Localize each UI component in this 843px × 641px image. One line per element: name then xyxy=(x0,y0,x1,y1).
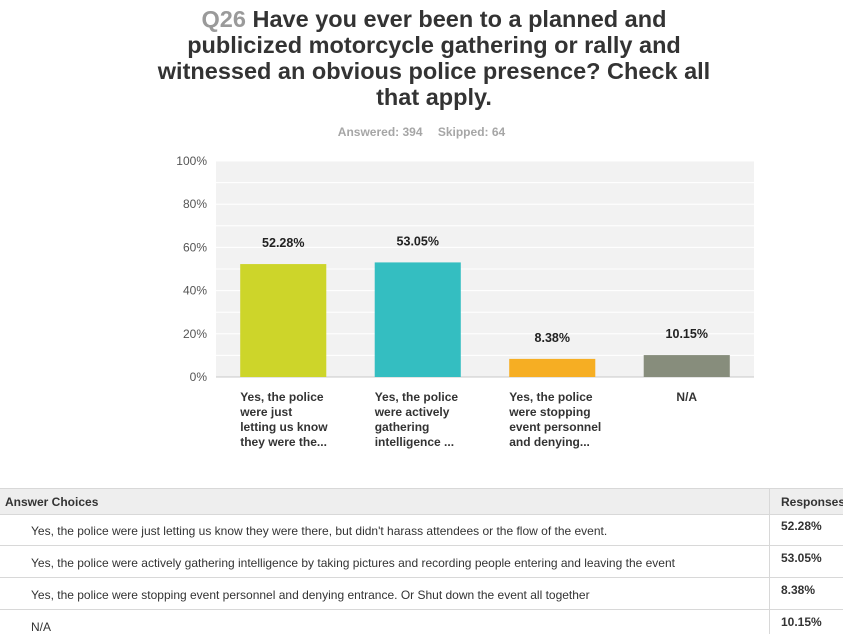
y-tick-label: 40% xyxy=(183,284,207,298)
x-tick-label: Yes, the police were actively gathering int… xyxy=(374,390,459,449)
question-title: Q26 Have you ever been to a planned and … xyxy=(150,6,718,110)
table-row: Yes, the police were actively gathering … xyxy=(0,546,843,578)
data-label: 53.05% xyxy=(397,234,439,248)
question-number: Q26 xyxy=(201,6,246,32)
data-label: 52.28% xyxy=(262,236,304,250)
row-response: 10.15% xyxy=(781,615,822,629)
header-responses: Responses xyxy=(781,495,843,509)
bar xyxy=(240,264,327,377)
x-tick-label: Yes, the police were stopping event person… xyxy=(508,390,601,449)
y-tick-label: 80% xyxy=(183,197,207,211)
row-choice: Yes, the police were just letting us kno… xyxy=(31,524,608,538)
row-response: 8.38% xyxy=(781,583,816,597)
y-tick-label: 20% xyxy=(183,327,207,341)
y-tick-label: 0% xyxy=(190,370,208,384)
bar xyxy=(509,358,596,377)
bar-chart: 0% 20% 40% 60% 80% 100% 52.28% Yes, the police w… xyxy=(176,154,754,449)
bar xyxy=(643,355,730,377)
column-divider xyxy=(769,488,770,634)
skipped-count: Skipped: 64 xyxy=(437,125,506,139)
table-row: N/A 10.15% xyxy=(0,610,843,641)
table-row: Yes, the police were stopping event pers… xyxy=(0,578,843,610)
table-row: Yes, the police were just letting us kno… xyxy=(0,514,843,546)
y-tick-label: 100% xyxy=(176,154,207,168)
question-text: Have you ever been to a planned and publ… xyxy=(157,6,711,110)
header-answer-choices: Answer Choices xyxy=(5,495,99,509)
bar xyxy=(374,262,461,377)
x-tick-label: N/A xyxy=(676,390,697,404)
row-choice: Yes, the police were stopping event pers… xyxy=(31,588,590,602)
table-header: Answer Choices Responses xyxy=(0,488,843,515)
row-response: 52.28% xyxy=(781,519,822,533)
row-choice: Yes, the police were actively gathering … xyxy=(31,556,675,570)
row-choice: N/A xyxy=(31,620,52,634)
data-label: 10.15% xyxy=(666,327,708,341)
data-label: 8.38% xyxy=(535,331,570,345)
x-tick-label: Yes, the police were just letting us know t… xyxy=(239,390,328,449)
response-stats: Answered: 394 Skipped: 64 xyxy=(0,125,843,139)
row-response: 53.05% xyxy=(781,551,822,565)
y-tick-label: 60% xyxy=(183,240,207,254)
answered-count: Answered: 394 xyxy=(337,125,423,139)
